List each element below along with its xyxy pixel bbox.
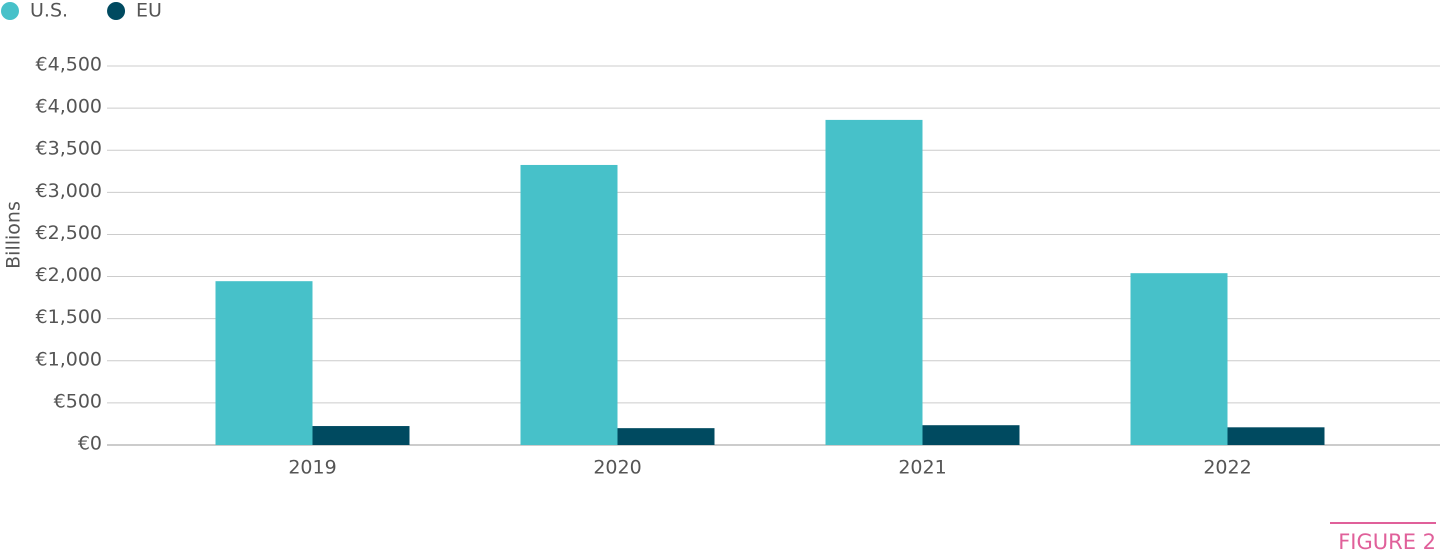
legend-label: U.S. xyxy=(30,0,68,22)
y-tick-label: €0 xyxy=(78,433,102,455)
bar xyxy=(1130,273,1228,445)
x-tick-label: 2019 xyxy=(288,457,336,479)
bar xyxy=(215,281,313,445)
bar xyxy=(825,119,923,445)
y-axis-label: Billions xyxy=(3,201,25,269)
legend-label: EU xyxy=(136,0,162,22)
bar xyxy=(922,425,1020,445)
x-tick-label: 2020 xyxy=(593,457,641,479)
legend-marker xyxy=(107,2,126,20)
figure-label: FIGURE 2 xyxy=(1338,530,1436,552)
y-tick-label: €4,500 xyxy=(36,54,102,76)
bar xyxy=(312,426,410,445)
y-tick-label: €3,500 xyxy=(36,138,102,160)
bar xyxy=(617,428,715,445)
bar xyxy=(520,164,618,445)
legend-marker xyxy=(1,2,19,20)
y-tick-label: €1,500 xyxy=(36,306,102,328)
y-tick-label: €4,000 xyxy=(36,96,102,118)
x-tick-label: 2022 xyxy=(1203,457,1251,479)
y-tick-label: €500 xyxy=(54,390,102,412)
bar xyxy=(1227,427,1325,445)
y-tick-label: €3,000 xyxy=(36,180,102,202)
y-tick-label: €1,000 xyxy=(36,348,102,370)
y-tick-label: €2,500 xyxy=(36,222,102,244)
y-tick-label: €2,000 xyxy=(36,264,102,286)
x-tick-label: 2021 xyxy=(898,457,946,479)
